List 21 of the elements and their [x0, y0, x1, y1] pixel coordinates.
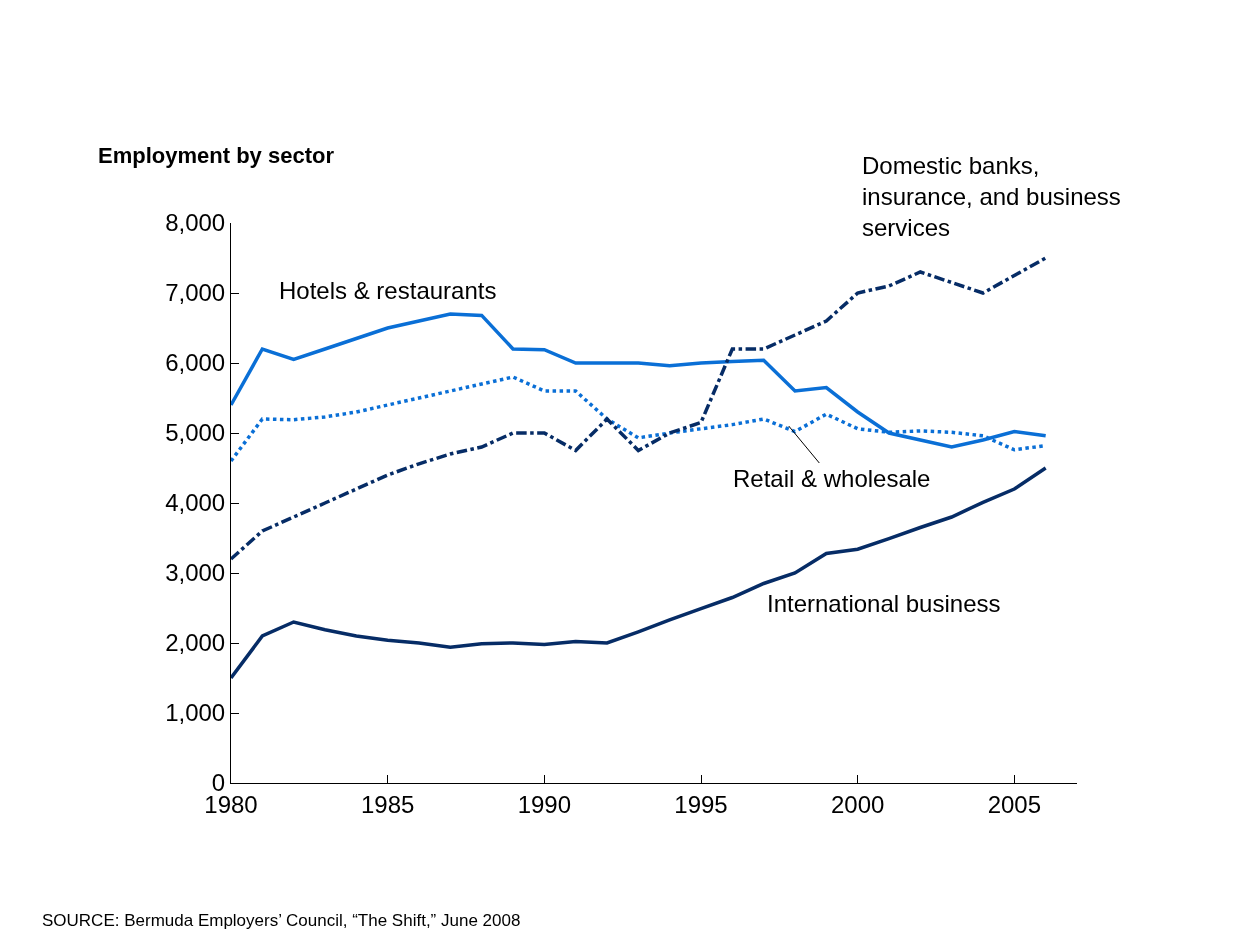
text: Domestic banks, insurance, and business services: [862, 152, 1121, 242]
x-tick-label: 1985: [360, 790, 415, 818]
y-tick-label: 4,000: [165, 489, 226, 517]
y-tick-label: 2,000: [165, 629, 226, 657]
series-label: International business: [767, 590, 1001, 617]
y-tick-label: 6,000: [165, 349, 226, 377]
series-label: Retail & wholesale: [733, 465, 931, 492]
y-axis-title: Employment by sector: [98, 143, 335, 168]
x-tick-label: 1995: [674, 790, 728, 818]
x-tick-label: 1990: [517, 790, 572, 818]
y-tick-label: 7,000: [165, 279, 226, 307]
series-label: Hotels & restaurants: [279, 277, 497, 304]
x-tick-label: 2000: [830, 790, 885, 818]
line-series: [231, 466, 1048, 680]
source-note: SOURCE: Bermuda Employers’ Council, “The Shift,” June 2008: [42, 911, 521, 930]
line-series: [231, 256, 1048, 561]
x-tick-label: 2005: [987, 790, 1042, 818]
y-tick-label: 8,000: [165, 209, 226, 237]
y-tick-label: 3,000: [165, 559, 226, 587]
y-tick-label: 5,000: [165, 419, 226, 447]
y-tick-label: 1,000: [165, 699, 226, 727]
